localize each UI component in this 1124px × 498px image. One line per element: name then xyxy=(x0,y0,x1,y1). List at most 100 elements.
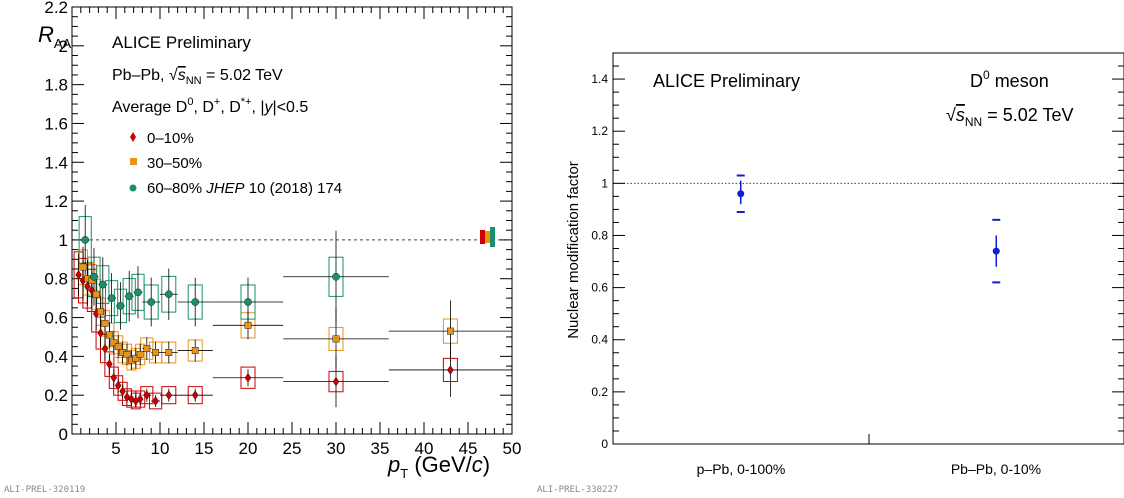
left-species-label: Average D0, D+, D*+, |y|<0.5 xyxy=(112,96,308,116)
left-x-tick-label: 10 xyxy=(151,439,170,458)
data-point-diamond xyxy=(106,359,113,369)
left-x-axis: 5 10 15 20 25 30 35 40 45 50 xyxy=(71,7,522,458)
left-prel-id: ALI-PREL-320119 xyxy=(4,485,85,495)
global-unc-box-0-10 xyxy=(480,230,485,244)
right-y-tick-label: 0 xyxy=(601,437,608,451)
data-point-square xyxy=(123,351,131,358)
data-point-square xyxy=(114,343,122,351)
right-meson-label: D0 meson xyxy=(970,68,1049,91)
legend-label-60-80: 60–80% JHEP 10 (2018) 174 xyxy=(147,180,342,197)
data-point-square xyxy=(92,290,100,298)
data-point-circle xyxy=(191,298,199,306)
left-x-tick-label: 50 xyxy=(503,439,522,458)
data-point-circle xyxy=(244,298,252,306)
data-point-diamond xyxy=(191,390,199,401)
left-x-tick-label: 45 xyxy=(459,439,478,458)
data-point-square xyxy=(132,354,140,362)
data-point-circle xyxy=(107,294,116,302)
legend-entry-30-50: 30–50% xyxy=(130,155,202,172)
right-category-label-pbpb: Pb–Pb, 0-10% xyxy=(951,461,1041,477)
data-point-square xyxy=(110,339,118,347)
left-panel: 0 0.2 0.4 0.6 0.8 1 1.2 1.4 1.6 1.8 2 2.2 5 10 15 20 25… xyxy=(4,0,521,495)
data-point-circle xyxy=(99,280,107,289)
left-system-label: Pb–Pb, √sNN = 5.02 TeV xyxy=(112,67,283,87)
right-data-points xyxy=(736,174,1001,284)
legend-marker-circle xyxy=(129,184,137,192)
right-energy-label: √sNN = 5.02 TeV xyxy=(946,105,1073,129)
legend-entry-60-80: 60–80% JHEP 10 (2018) 174 xyxy=(129,180,342,197)
left-y-tick-label: 1.4 xyxy=(44,153,68,172)
data-point-square xyxy=(105,331,113,339)
left-x-tick-label: 20 xyxy=(239,439,258,458)
data-point-square xyxy=(143,345,151,352)
right-y-tick-label: 0.4 xyxy=(591,333,608,347)
left-y-tick-label: 1.8 xyxy=(44,76,68,95)
left-y-tick-label: 1.2 xyxy=(44,192,68,211)
data-point-circle xyxy=(992,247,1000,255)
left-y-tick-label: 0 xyxy=(59,425,68,444)
left-y-axis-title: RAA xyxy=(38,22,72,51)
data-point-square xyxy=(191,347,199,354)
data-point-circle xyxy=(147,298,155,306)
data-point-diamond xyxy=(101,343,109,354)
data-point-diamond xyxy=(165,390,173,401)
right-y-tick-label: 0.2 xyxy=(591,385,608,399)
right-y-axis-title: Nuclear modification factor xyxy=(565,161,582,339)
global-unc-box-30-50 xyxy=(485,231,490,243)
left-y-tick-label: 1 xyxy=(59,231,68,250)
left-x-tick-label: 25 xyxy=(283,439,302,458)
left-y-tick-label: 0.4 xyxy=(44,347,68,366)
left-y-tick-label: 0.6 xyxy=(44,309,68,328)
data-point-square xyxy=(101,319,109,327)
legend-label-30-50: 30–50% xyxy=(147,155,202,172)
data-point-square xyxy=(244,321,252,329)
global-unc-box-60-80 xyxy=(490,227,495,247)
right-preliminary-label: ALICE Preliminary xyxy=(653,71,800,91)
left-y-tick-label: 2.2 xyxy=(44,0,68,17)
data-point-diamond xyxy=(110,372,118,383)
data-point-square xyxy=(447,327,454,335)
data-point-circle xyxy=(116,302,125,310)
data-point-circle xyxy=(164,290,173,299)
left-y-tick-label: 0.2 xyxy=(44,386,68,405)
left-y-axis: 0 0.2 0.4 0.6 0.8 1 1.2 1.4 1.6 1.8 2 2.2 xyxy=(44,0,512,444)
data-point-square xyxy=(165,349,173,356)
right-y-tick-label: 1.4 xyxy=(591,72,608,86)
data-point-diamond xyxy=(114,380,122,391)
left-x-axis-title: pT (GeV/c) xyxy=(387,452,490,481)
left-y-tick-label: 0.8 xyxy=(44,270,68,289)
right-y-tick-label: 1 xyxy=(601,176,608,190)
left-preliminary-label: ALICE Preliminary xyxy=(112,33,251,52)
left-systematic-boxes xyxy=(73,216,458,410)
data-point-diamond xyxy=(152,396,159,406)
data-point-square xyxy=(152,349,159,356)
data-point-square xyxy=(79,263,87,271)
left-data-markers xyxy=(75,236,454,406)
left-x-tick-label: 35 xyxy=(371,439,390,458)
data-point-diamond xyxy=(75,269,82,280)
data-point-circle xyxy=(134,288,142,297)
legend-label-0-10: 0–10% xyxy=(147,130,194,147)
legend-entry-0-10: 0–10% xyxy=(130,130,194,147)
right-y-tick-label: 0.6 xyxy=(591,281,608,295)
right-prel-id: ALI-PREL-330227 xyxy=(537,485,618,495)
data-point-diamond xyxy=(84,281,91,292)
data-point-circle xyxy=(737,190,745,198)
left-x-tick-label: 15 xyxy=(195,439,214,458)
right-category-label-ppb: p–Pb, 0-100% xyxy=(697,461,786,477)
data-point-diamond xyxy=(136,394,144,404)
data-point-square xyxy=(136,351,144,358)
data-point-diamond xyxy=(332,376,340,387)
right-y-tick-label: 1.2 xyxy=(591,124,608,138)
left-x-tick-label: 5 xyxy=(111,439,120,458)
data-point-diamond xyxy=(447,365,454,375)
right-panel: 0 0.2 0.4 0.6 0.8 1 1.2 1.4 Nuclear modificatio… xyxy=(537,52,1124,495)
left-global-uncertainty-boxes xyxy=(480,227,495,247)
right-y-axis: 0 0.2 0.4 0.6 0.8 1 1.2 1.4 xyxy=(591,65,1124,451)
left-x-tick-label: 30 xyxy=(327,439,346,458)
legend-marker-diamond xyxy=(130,132,136,142)
data-point-square xyxy=(97,308,105,316)
data-point-circle xyxy=(332,272,340,281)
data-point-diamond xyxy=(97,328,104,338)
data-point-square xyxy=(332,335,340,343)
